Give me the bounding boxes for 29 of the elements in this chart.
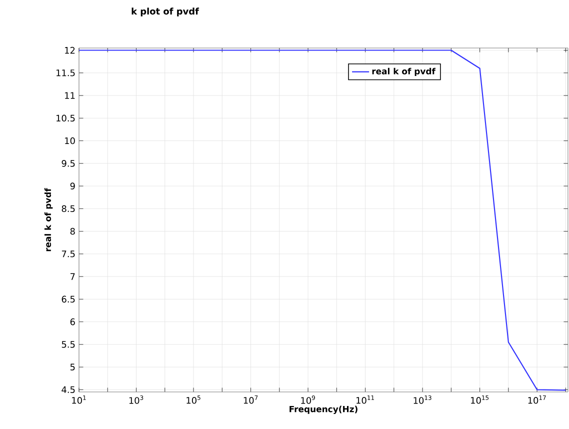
x-tick-label: 10$^{15}$ <box>471 395 489 404</box>
chart-title: k plot of pvdf <box>132 8 200 16</box>
y-tick-label: 8.5 <box>62 205 75 212</box>
x-tick-label: 10$^{13}$ <box>414 395 432 404</box>
x-tick-label: 10$^{17}$ <box>528 395 546 404</box>
y-tick-label: 5 <box>70 364 75 370</box>
y-tick-label: 11.5 <box>56 70 75 76</box>
x-tick-label: 10$^{7}$ <box>244 395 258 404</box>
x-tick-label: 10$^{9}$ <box>301 395 315 404</box>
x-tick-label: 10$^{1}$ <box>72 395 86 404</box>
y-tick-label: 11 <box>65 92 75 99</box>
x-tick-label: 10$^{11}$ <box>356 395 374 404</box>
y-tick-label: 5.5 <box>62 341 75 348</box>
y-tick-label: 4.5 <box>62 386 75 394</box>
y-axis-title: real k of pvdf <box>44 188 53 252</box>
x-tick-label: 10$^{3}$ <box>129 395 144 404</box>
y-tick-label: 7.5 <box>62 250 75 258</box>
y-tick-label: 10 <box>65 137 75 144</box>
y-tick-label: 9.5 <box>62 160 75 167</box>
y-tick-label: 6.5 <box>62 296 75 303</box>
y-tick-label: 12 <box>65 46 75 54</box>
x-tick-label: 10$^{5}$ <box>186 395 200 404</box>
legend-label: real k of pvdf <box>372 68 436 76</box>
y-tick-label: 10.5 <box>56 114 75 122</box>
y-tick-label: 8 <box>70 228 75 235</box>
y-tick-label: 9 <box>70 182 75 190</box>
x-axis-title: Frequency(Hz) <box>290 406 358 414</box>
y-tick-label: 7 <box>70 273 75 280</box>
y-tick-label: 6 <box>70 318 75 326</box>
